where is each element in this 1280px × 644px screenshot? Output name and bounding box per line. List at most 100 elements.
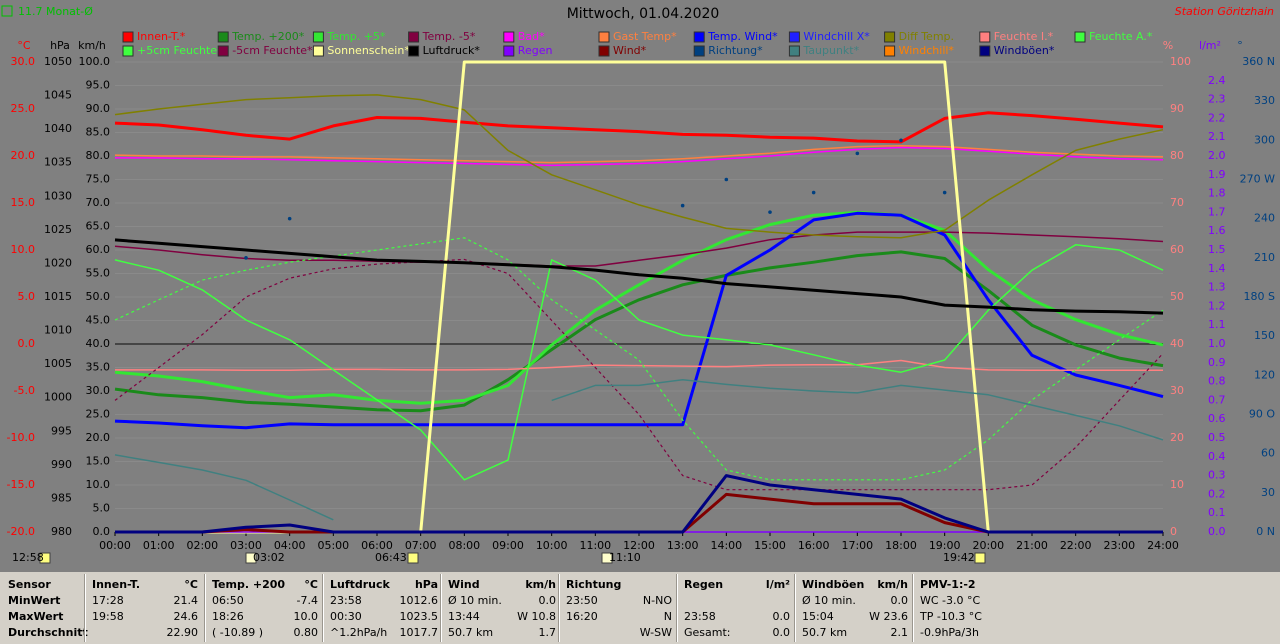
series-line: [114, 454, 334, 521]
sun-icon: [39, 552, 51, 564]
y-tick-label: 70.0: [86, 196, 111, 209]
x-tick-label: 00:00: [99, 539, 131, 552]
chart: 11.7 Monat-Ø Mittwoch, 01.04.2020 Statio…: [1, 5, 1275, 564]
station-label: Station Göritzhain: [1175, 5, 1274, 18]
y-tick-label: 2.1: [1208, 130, 1226, 143]
cell-right: 1017.7: [399, 626, 439, 639]
x-tick-label: 11:00: [579, 539, 611, 552]
y-tick-label: 0.3: [1208, 469, 1226, 482]
legend-swatch: [312, 31, 324, 43]
x-tick-label: 18:00: [885, 539, 917, 552]
legend-label: -5cm Feuchte*: [232, 44, 313, 57]
y-tick-label: 210: [1254, 251, 1275, 264]
direction-dot: [811, 190, 816, 195]
y-tick-label: 1.9: [1208, 168, 1226, 181]
y-tick-label: 40.0: [86, 337, 111, 350]
axis-label: hPa: [50, 39, 70, 52]
y-tick-label: 1020: [44, 256, 72, 269]
direction-dot: [855, 151, 860, 156]
cell-left: Gesamt:: [684, 626, 731, 639]
series-line: [114, 210, 1164, 405]
direction-dot: [287, 216, 292, 221]
legend-swatch: [408, 45, 420, 57]
direction-dot: [899, 138, 903, 143]
y-tick-label: 1045: [44, 89, 72, 102]
y-tick-label: 0.1: [1208, 506, 1226, 519]
axis-label: °C: [17, 39, 31, 52]
legend-swatch: [503, 31, 515, 43]
row-label: MaxWert: [8, 610, 64, 623]
cell-right: -7.4: [296, 594, 318, 607]
y-tick-label: 240: [1254, 212, 1275, 225]
col-sep: [322, 574, 324, 642]
legend-swatch: [693, 45, 705, 57]
y-tick-label: 0.8: [1208, 375, 1226, 388]
series-line: [115, 146, 1164, 167]
col-unit: °C: [184, 578, 198, 591]
legend-swatch: [788, 31, 800, 43]
legend-label: Regen: [518, 44, 553, 57]
x-tick-label: 16:00: [798, 539, 830, 552]
y-tick-label: 1.6: [1208, 224, 1226, 237]
sun-icon: [974, 552, 986, 564]
legend-label: Windchill*: [899, 44, 955, 57]
col-unit: km/h: [525, 578, 556, 591]
legend-swatch: [122, 45, 134, 57]
x-tick-label: 06:00: [361, 539, 393, 552]
series-line: [115, 474, 1163, 534]
series-line: [551, 378, 1164, 441]
legend-label: Taupunkt*: [802, 44, 859, 57]
cell-left: Ø 10 min.: [802, 594, 856, 607]
x-tick-label: 10:00: [536, 539, 568, 552]
cell-left: ^1.2hPa/h: [330, 626, 388, 639]
legend-swatch: [598, 31, 610, 43]
y-tick-label: 1.4: [1208, 262, 1226, 275]
legend-swatch: [312, 45, 324, 57]
legend-swatch: [979, 31, 991, 43]
x-tick-label: 24:00: [1147, 539, 1179, 552]
y-tick-label: 1.3: [1208, 281, 1226, 294]
cell-right: 21.4: [173, 594, 199, 607]
cell-left: 16:20: [566, 610, 598, 623]
legend-label: Luftdruck*: [423, 44, 481, 57]
y-tick-label: 10.0: [11, 243, 36, 256]
y-tick-label: 990: [51, 458, 72, 471]
series-line: [114, 111, 1164, 144]
y-tick-label: 1050: [44, 55, 72, 68]
y-tick-label: 1040: [44, 122, 72, 135]
cell-right: 0.0: [890, 594, 909, 607]
col-header: Windböen: [802, 578, 865, 591]
y-tick-label: 980: [51, 525, 72, 538]
y-tick-label: 65.0: [86, 220, 111, 233]
legend-swatch: [884, 45, 896, 57]
x-tick-label: 05:00: [317, 539, 349, 552]
cell-left: 18:26: [212, 610, 244, 623]
y-tick-label: 100.0: [79, 55, 111, 68]
cell-left: ( -10.89 ): [212, 626, 264, 639]
y-tick-label: 1015: [44, 290, 72, 303]
y-tick-label: 0.0: [1208, 525, 1226, 538]
col-header: PMV-1:-2: [920, 578, 976, 591]
y-tick-label: 45.0: [86, 314, 111, 327]
legend-swatch: [503, 45, 515, 57]
y-tick-label: 20.0: [86, 431, 111, 444]
x-tick-label: 07:00: [405, 539, 437, 552]
x-tick-label: 04:00: [274, 539, 306, 552]
y-tick-label: 100: [1170, 55, 1191, 68]
y-tick-label: 1035: [44, 156, 72, 169]
col-header: Temp. +200: [212, 578, 286, 591]
cell-right: 24.6: [173, 610, 199, 623]
cell-left: 19:58: [92, 610, 124, 623]
y-tick-label: 1.0: [1208, 337, 1226, 350]
y-tick-label: 0.7: [1208, 393, 1226, 406]
direction-dot: [244, 256, 248, 260]
legend-swatch: [122, 31, 134, 43]
y-tick-label: 0.0: [18, 337, 36, 350]
x-tick-label: 01:00: [143, 539, 175, 552]
legend-label: Temp. Wind*: [707, 30, 778, 43]
legend-label: Feuchte A.*: [1089, 30, 1153, 43]
sun-time: 12:58: [12, 551, 44, 564]
y-tick-label: 1.7: [1208, 205, 1226, 218]
legend-swatch: [598, 45, 610, 57]
